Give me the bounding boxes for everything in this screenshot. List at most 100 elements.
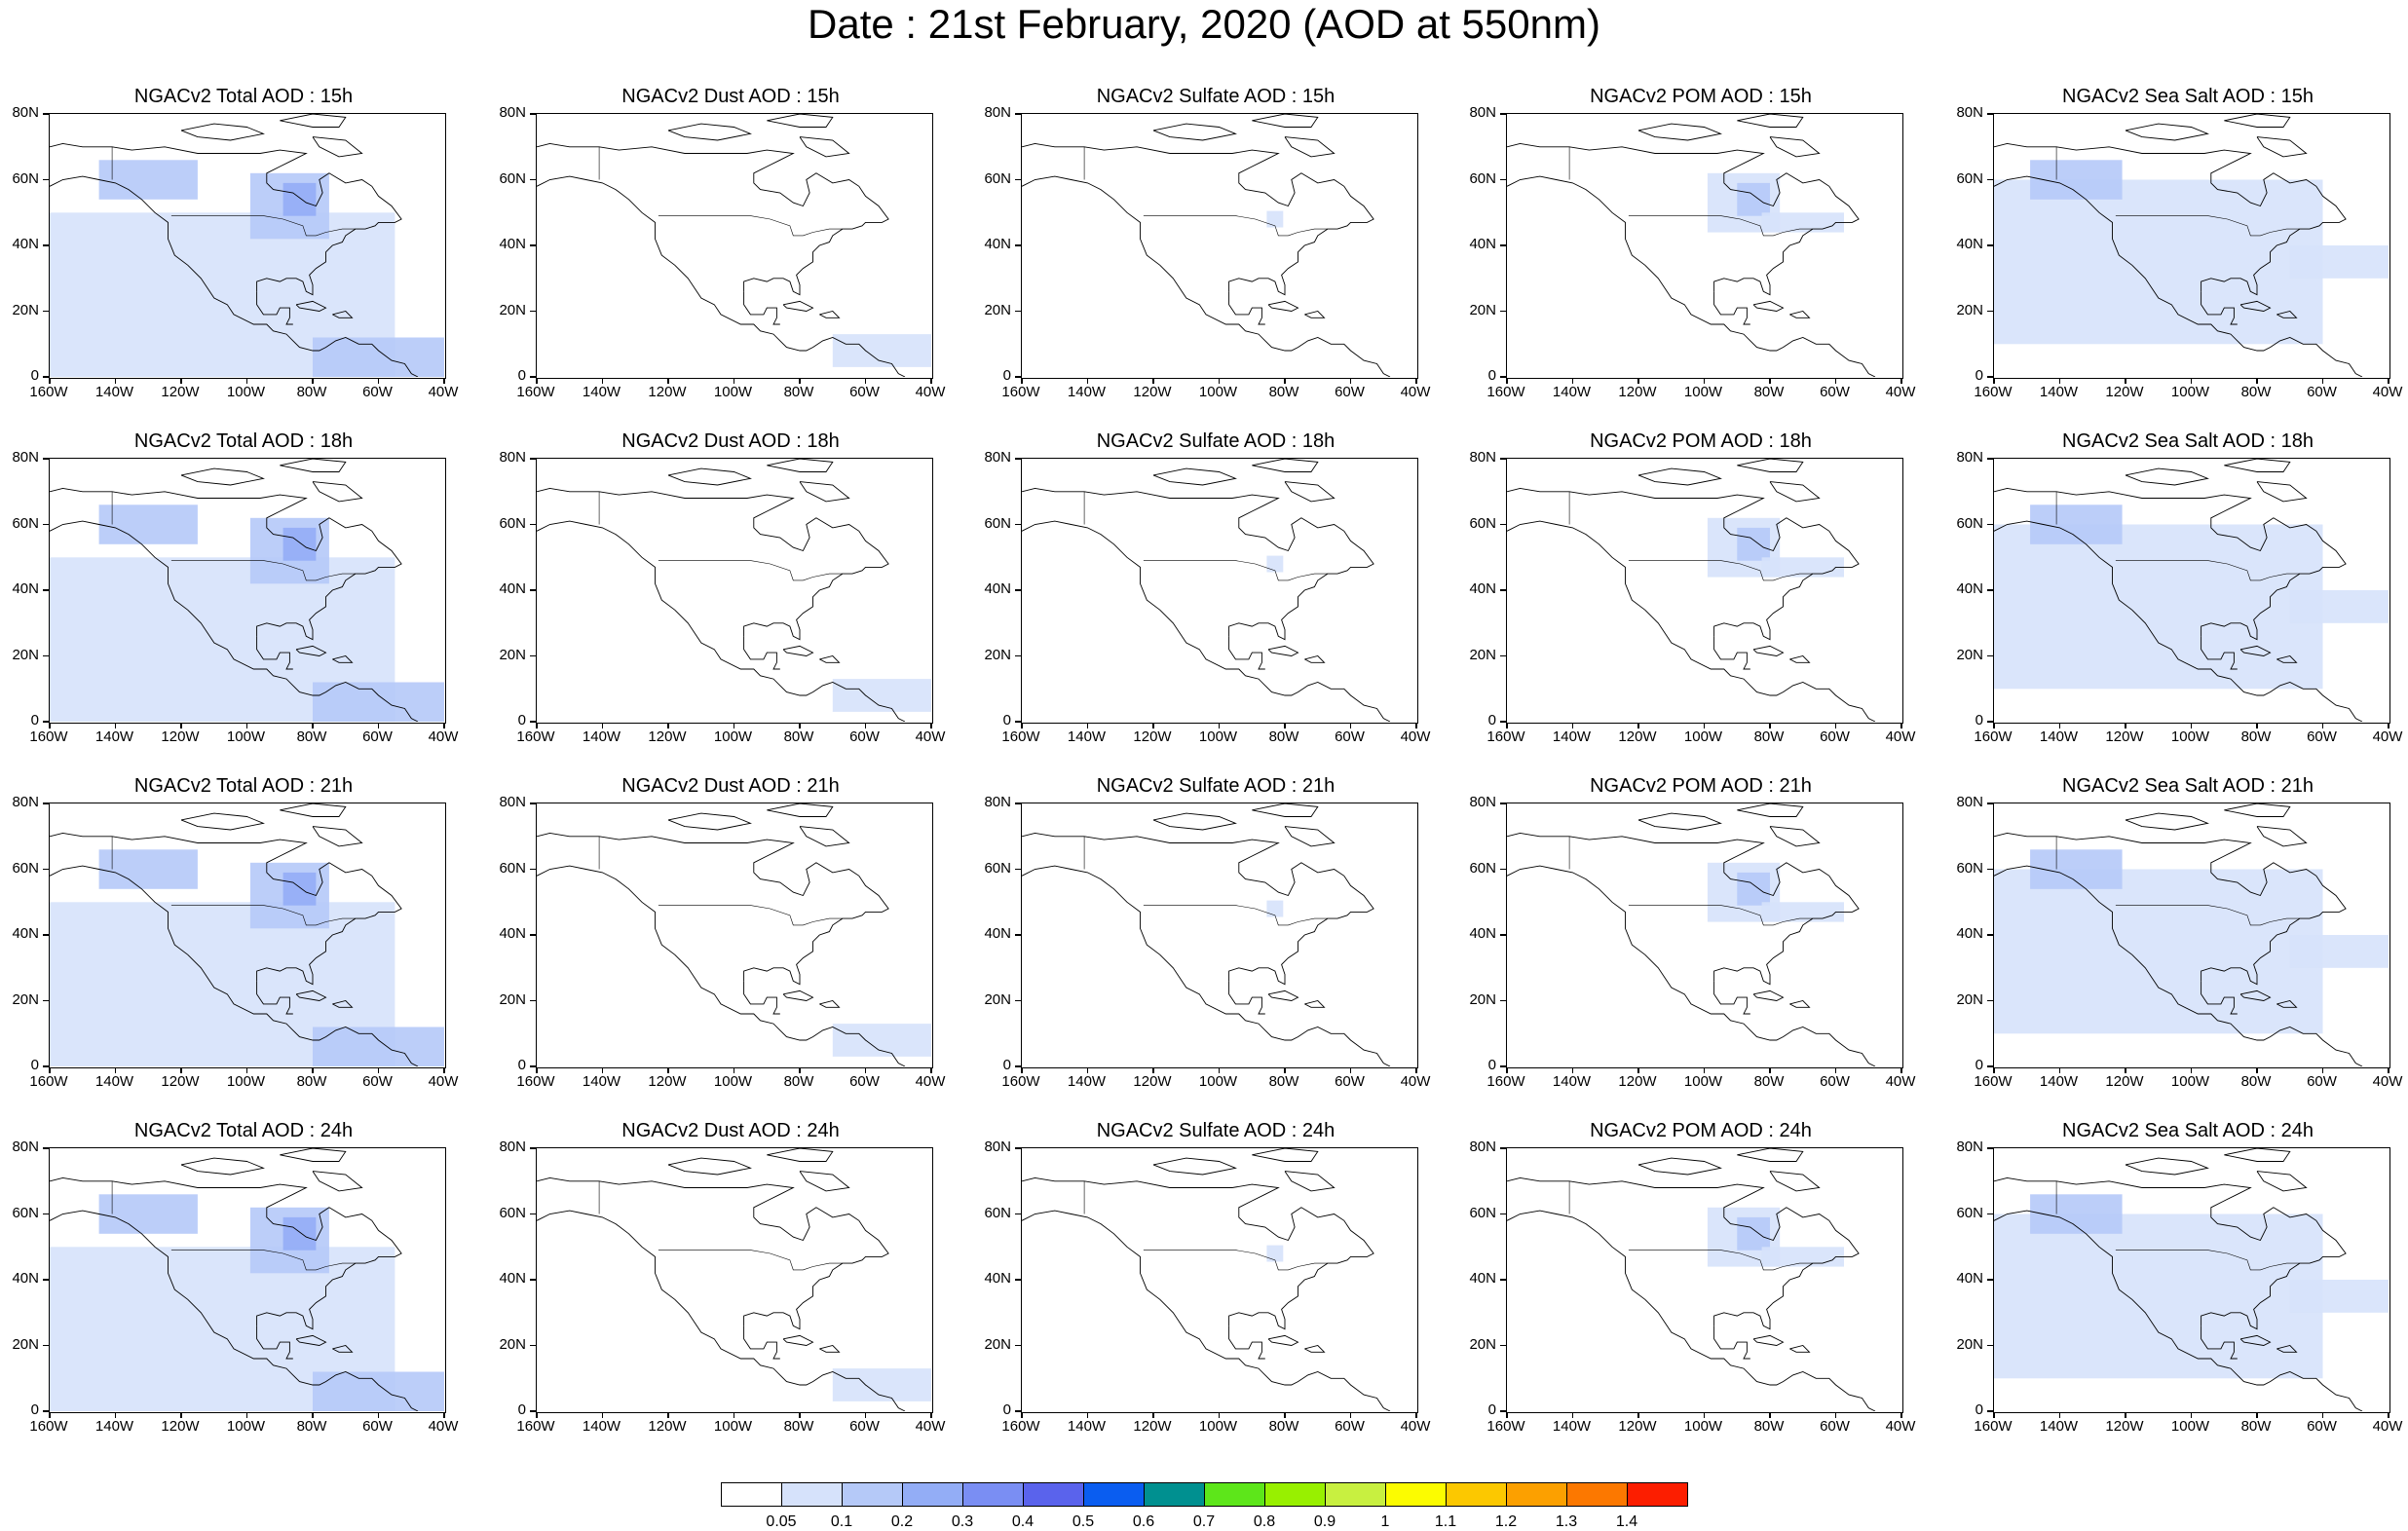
aod-region bbox=[313, 1027, 444, 1066]
lon-tick bbox=[2058, 378, 2060, 384]
lat-tick bbox=[43, 1279, 49, 1281]
map-canvas bbox=[1994, 1148, 2389, 1411]
map-frame bbox=[536, 458, 933, 724]
map-canvas bbox=[1994, 459, 2389, 722]
lon-tick-label: 60W bbox=[849, 384, 880, 400]
lon-tick-label: 40W bbox=[915, 1418, 946, 1435]
lat-tick-label: 0 bbox=[1002, 1057, 1011, 1073]
coastline bbox=[1637, 123, 1722, 141]
coastline bbox=[1752, 300, 1785, 312]
lon-tick-label: 160W bbox=[1974, 1073, 2013, 1090]
aod-region bbox=[1761, 212, 1844, 233]
lat-tick-label: 80N bbox=[1469, 104, 1496, 121]
lat-tick bbox=[1987, 654, 1993, 656]
coastline bbox=[1267, 645, 1299, 656]
lat-tick-label: 80N bbox=[1469, 1139, 1496, 1155]
lon-tick-label: 120W bbox=[2105, 1418, 2144, 1435]
lat-tick bbox=[1015, 1344, 1021, 1346]
lon-tick-label: 120W bbox=[1133, 1073, 1172, 1090]
lat-tick-label: 40N bbox=[1956, 1270, 1983, 1287]
lon-tick-label: 60W bbox=[362, 1073, 393, 1090]
lon-tick bbox=[1152, 1067, 1154, 1073]
lon-tick-label: 100W bbox=[713, 1418, 753, 1435]
aod-region bbox=[1994, 869, 2323, 1034]
coastline bbox=[1769, 136, 1821, 158]
colorbar-label: 1.4 bbox=[1615, 1513, 1638, 1530]
lat-tick bbox=[1987, 721, 1993, 723]
coastline bbox=[1304, 655, 1326, 663]
lon-tick bbox=[2256, 1412, 2258, 1418]
panel-title: NGACv2 Dust AOD : 24h bbox=[621, 1120, 840, 1141]
lon-tick bbox=[536, 1412, 538, 1418]
map-canvas bbox=[1507, 459, 1876, 722]
lon-tick-label: 40W bbox=[1400, 1418, 1431, 1435]
lon-tick-label: 80W bbox=[2240, 1073, 2272, 1090]
coastline bbox=[819, 1000, 841, 1008]
lon-tick bbox=[1021, 1412, 1023, 1418]
lon-tick-label: 120W bbox=[161, 1073, 200, 1090]
coastline bbox=[767, 114, 834, 128]
lon-tick bbox=[114, 1412, 116, 1418]
lat-tick bbox=[1500, 244, 1506, 246]
lat-tick-label: 40N bbox=[1469, 925, 1496, 942]
lon-tick-label: 60W bbox=[1335, 1073, 1365, 1090]
coastline bbox=[537, 520, 906, 722]
lat-tick-label: 40N bbox=[499, 580, 526, 597]
lat-tick-label: 80N bbox=[984, 449, 1011, 466]
panel-title: NGACv2 Dust AOD : 18h bbox=[621, 430, 840, 452]
lat-tick bbox=[43, 310, 49, 312]
lon-tick bbox=[1506, 1067, 1508, 1073]
lat-tick bbox=[1500, 113, 1506, 115]
lon-tick bbox=[864, 1412, 866, 1418]
lat-tick-label: 60N bbox=[1469, 514, 1496, 532]
lat-tick bbox=[1987, 244, 1993, 246]
country-border bbox=[1628, 560, 1813, 581]
map-frame bbox=[1021, 113, 1418, 379]
lat-tick-label: 40N bbox=[1956, 925, 1983, 942]
map-canvas bbox=[1994, 114, 2389, 377]
lon-tick bbox=[1152, 723, 1154, 728]
lon-tick-label: 80W bbox=[296, 1418, 327, 1435]
lat-tick bbox=[1987, 1147, 1993, 1149]
map-canvas bbox=[537, 803, 931, 1066]
lon-tick bbox=[2321, 378, 2323, 384]
lat-tick-label: 60N bbox=[984, 1204, 1011, 1221]
coastline bbox=[280, 114, 347, 128]
aod-region bbox=[98, 849, 198, 889]
lon-tick-label: 100W bbox=[226, 1418, 266, 1435]
lon-tick-label: 160W bbox=[516, 728, 555, 745]
coastline bbox=[1507, 1176, 1860, 1330]
lon-tick bbox=[312, 378, 314, 384]
lat-tick bbox=[530, 1213, 536, 1214]
lat-tick bbox=[43, 999, 49, 1001]
lat-tick-label: 40N bbox=[499, 925, 526, 942]
lon-tick bbox=[2388, 378, 2389, 384]
aod-region bbox=[1737, 527, 1770, 561]
colorbar-label: 0.9 bbox=[1313, 1513, 1336, 1530]
panel-title: NGACv2 Total AOD : 15h bbox=[133, 86, 354, 107]
lon-tick-label: 80W bbox=[1753, 1418, 1785, 1435]
colorbar-swatch bbox=[1023, 1482, 1084, 1507]
lat-tick-label: 0 bbox=[1487, 1401, 1496, 1418]
lat-tick-label: 0 bbox=[1975, 712, 1983, 728]
lon-tick bbox=[1415, 378, 1417, 384]
coastline bbox=[767, 1148, 834, 1162]
coastline bbox=[1022, 142, 1374, 296]
aod-region bbox=[2289, 590, 2389, 623]
lon-tick bbox=[2321, 1067, 2323, 1073]
lon-tick-label: 140W bbox=[94, 1418, 134, 1435]
lon-tick-label: 140W bbox=[2039, 1073, 2079, 1090]
lat-tick bbox=[1015, 244, 1021, 246]
colorbar-swatch bbox=[1325, 1482, 1386, 1507]
coastline bbox=[1507, 142, 1860, 296]
lon-tick-label: 100W bbox=[713, 728, 753, 745]
lat-tick-label: 40N bbox=[984, 236, 1011, 252]
lat-tick-label: 20N bbox=[1956, 1335, 1983, 1353]
lon-tick bbox=[1415, 1067, 1417, 1073]
lat-tick bbox=[530, 721, 536, 723]
lon-tick bbox=[443, 723, 445, 728]
coastline bbox=[1994, 142, 2347, 296]
lon-tick-label: 60W bbox=[1335, 728, 1365, 745]
country-border bbox=[1143, 1250, 1328, 1271]
lon-tick-label: 120W bbox=[1618, 1073, 1657, 1090]
